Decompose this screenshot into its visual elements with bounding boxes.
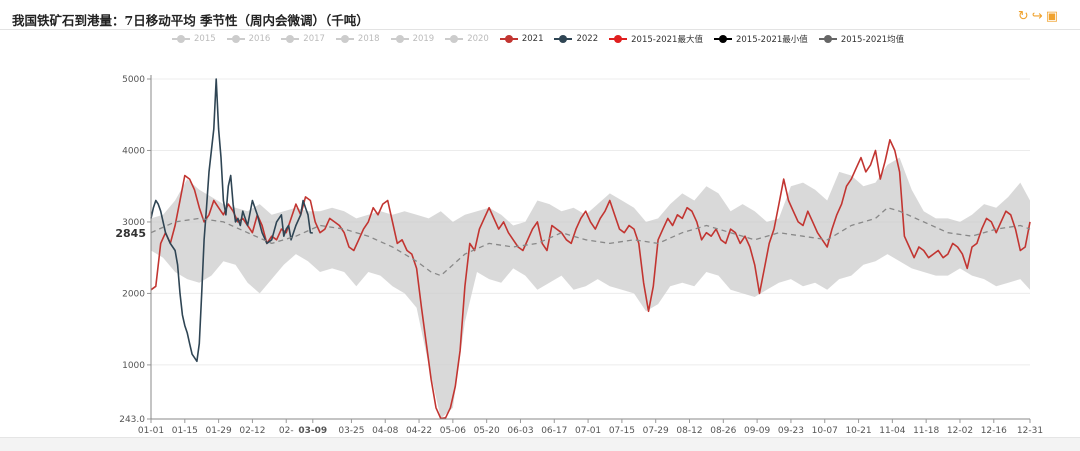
x-tick-label: 04-08 <box>372 426 398 436</box>
x-tick-label: 07-29 <box>643 426 669 436</box>
y-tick-label: 4000 <box>122 146 145 156</box>
y-tick-label: 5000 <box>122 75 145 85</box>
legend-marker <box>818 34 837 44</box>
legend-item-2017[interactable]: 2017 <box>281 34 325 44</box>
y-tick-label: 1000 <box>122 361 145 371</box>
legend-label: 2015-2021均值 <box>840 35 905 45</box>
series-line-2015-2021均值 <box>150 207 1031 277</box>
legend-item-2018[interactable]: 2018 <box>335 34 380 44</box>
x-tick-label: 10-07 <box>812 426 838 436</box>
legend-marker <box>390 34 409 44</box>
min-max-band <box>151 157 1030 419</box>
x-tick-label: 07-01 <box>575 426 601 436</box>
x-tick-label: 01-15 <box>172 426 198 436</box>
legend-item-2015[interactable]: 2015 <box>172 34 216 44</box>
x-tick-label: 12-16 <box>981 426 1007 436</box>
legend-item-2019[interactable]: 2019 <box>390 34 435 44</box>
legend-label: 2019 <box>412 34 435 44</box>
refresh-icon[interactable]: ↻ <box>1017 9 1029 24</box>
legend-item-2015-2021最小值[interactable]: 2015-2021最小值 <box>713 33 808 45</box>
title-divider <box>0 29 1080 30</box>
legend-marker <box>172 34 190 44</box>
legend-label: 2021 <box>521 34 544 44</box>
y-pointer-box <box>114 226 148 241</box>
x-tick-label: 11-04 <box>879 426 905 436</box>
x-tick-label: 10-21 <box>845 426 871 436</box>
x-tick-label: 12-02 <box>947 426 973 436</box>
y-tick-label: 243.0 <box>119 415 145 425</box>
legend-item-2020[interactable]: 2020 <box>445 34 489 44</box>
x-tick-label: 02-12 <box>239 426 265 436</box>
x-tick-label: 03-25 <box>338 426 364 436</box>
legend-marker <box>499 34 518 44</box>
legend-marker <box>281 34 300 44</box>
legend-item-2021[interactable]: 2021 <box>499 34 544 44</box>
x-tick-label: 02- <box>279 426 294 436</box>
legend-label: 2015-2021最大值 <box>631 35 703 45</box>
save-image-icon[interactable]: ▣ <box>1045 9 1058 24</box>
legend-item-2015-2021最大值[interactable]: 2015-2021最大值 <box>609 33 703 45</box>
legend-label: 2015-2021最小值 <box>735 35 808 45</box>
x-tick-label: 06-17 <box>541 426 567 436</box>
legend-marker <box>554 34 573 44</box>
x-tick-label: 01-29 <box>206 426 232 436</box>
x-tick-label: 08-26 <box>710 426 736 436</box>
legend-marker <box>335 34 354 44</box>
legend-label: 2016 <box>248 34 271 44</box>
x-tick-label: 12-31 <box>1017 426 1043 436</box>
legend-item-2015-2021均值[interactable]: 2015-2021均值 <box>818 33 905 45</box>
chart-legend: 2015 2016 2017 2018 2019 2020 2021 2022 2015-202… <box>172 32 915 46</box>
legend-marker <box>226 34 245 44</box>
legend-item-2022[interactable]: 2022 <box>554 34 598 44</box>
chart-title: 我国铁矿石到港量：7日移动平均 季节性（周内会微调）（千吨） <box>12 13 369 28</box>
x-tick-label: 09-23 <box>778 426 804 436</box>
legend-label: 2020 <box>467 34 489 44</box>
y-tick-label: 2000 <box>122 289 145 299</box>
x-tick-label: 08-12 <box>676 426 702 436</box>
x-tick-label: 04-22 <box>406 426 432 436</box>
x-pointer-label: 03-09 <box>298 426 327 436</box>
legend-marker <box>713 34 732 44</box>
chart-toolbar: ↻ ↪ ▣ <box>1018 10 1058 24</box>
legend-item-2016[interactable]: 2016 <box>226 34 271 44</box>
x-tick-label: 01-01 <box>138 426 164 436</box>
legend-marker <box>445 34 464 44</box>
x-tick-label: 11-18 <box>913 426 939 436</box>
y-tick-label: 3000 <box>122 218 145 228</box>
series-line-2022 <box>150 78 313 363</box>
x-tick-label: 05-06 <box>440 426 466 436</box>
legend-label: 2022 <box>576 34 599 44</box>
legend-label: 2015 <box>194 34 216 44</box>
series-line-2021 <box>150 139 1031 420</box>
x-tick-label: 06-03 <box>507 426 533 436</box>
legend-label: 2017 <box>303 34 325 44</box>
chart-panel: 我国铁矿石到港量：7日移动平均 季节性（周内会微调）（千吨） ↻ ↪ ▣ 201… <box>0 0 1080 438</box>
share-icon[interactable]: ↪ <box>1031 9 1043 24</box>
legend-label: 2018 <box>357 34 380 44</box>
x-tick-label: 09-09 <box>744 426 770 436</box>
x-tick-label: 05-20 <box>474 426 500 436</box>
legend-marker <box>609 34 628 44</box>
y-pointer-label: 2845 <box>115 227 146 240</box>
chart-canvas: 5000 4000 3000 2000 1000 243.001-01 01-15 01-29… <box>114 75 1043 436</box>
x-tick-label: 07-15 <box>609 426 635 436</box>
